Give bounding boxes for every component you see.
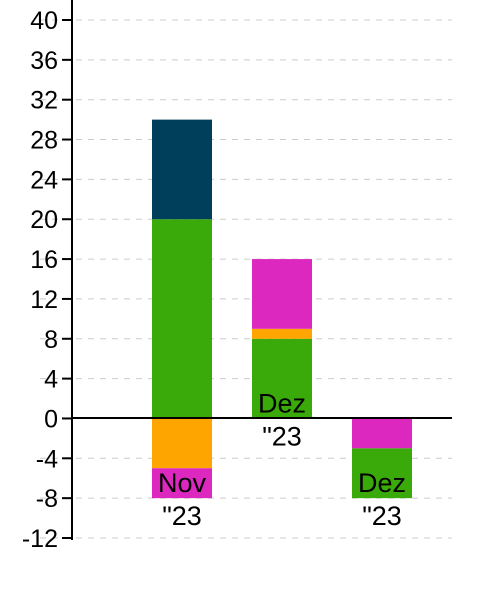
x-category-label: Dez	[358, 468, 406, 498]
bar-segment	[252, 259, 312, 329]
bar-segment	[252, 338, 312, 419]
y-tick-label: 12	[30, 286, 58, 314]
y-tick-label: 32	[30, 87, 58, 115]
y-tick-label: 20	[30, 206, 58, 234]
y-tick-label: 8	[44, 326, 58, 354]
x-category-label-year: "23	[262, 421, 302, 451]
y-tick-label: 36	[30, 47, 58, 75]
x-category-label: Dez	[258, 388, 306, 418]
y-tick-label: -12	[22, 525, 58, 553]
y-tick-label: 0	[44, 405, 58, 433]
y-tick-label: -4	[36, 445, 58, 473]
gridlines	[40, 19, 452, 539]
y-tick-label: 40	[30, 7, 58, 35]
x-category-label: Nov	[158, 468, 207, 498]
bar-segment	[152, 219, 212, 419]
bar-segment	[352, 418, 412, 449]
x-category-label-year: "23	[362, 501, 402, 531]
y-tick-label: 4	[44, 366, 58, 394]
bar-segment	[152, 418, 212, 469]
y-tick-label: -8	[36, 485, 58, 513]
bar-segment	[152, 468, 212, 499]
bars	[152, 119, 412, 499]
y-tick-label: 16	[30, 246, 58, 274]
bar-segment	[152, 119, 212, 220]
y-tick-label: 24	[30, 166, 58, 194]
x-category-label-year: "23	[162, 501, 202, 531]
bar-segment	[252, 328, 312, 339]
y-tick-label: 28	[30, 127, 58, 155]
bar-segment	[352, 448, 412, 499]
